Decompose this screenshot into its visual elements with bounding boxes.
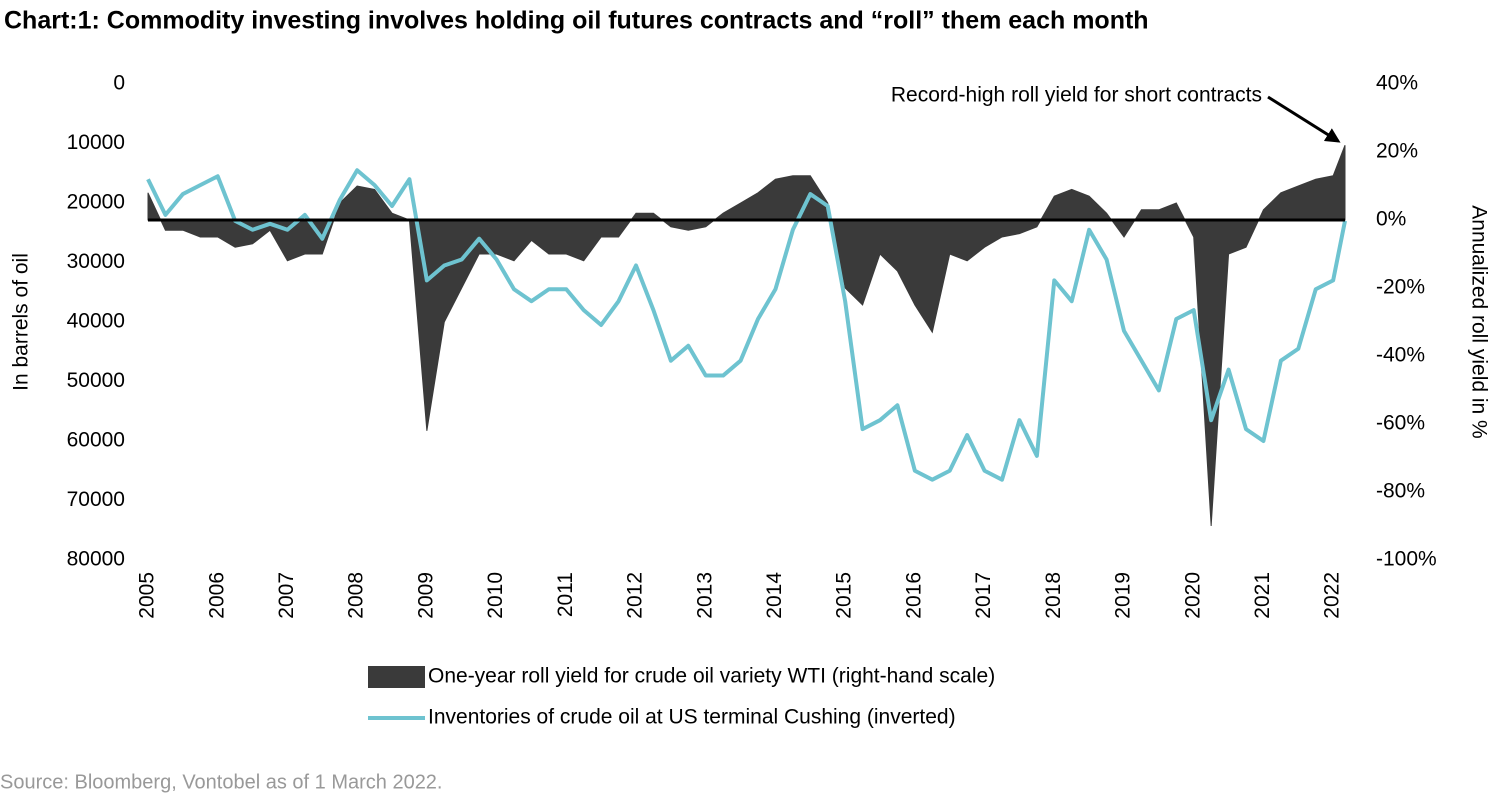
y-tick-label: 30000: [67, 250, 125, 273]
x-tick-label: 2011: [554, 572, 577, 617]
x-tick-label: 2012: [624, 572, 647, 619]
y-tick-label: 10000: [67, 131, 125, 154]
y2-tick-label: 40%: [1376, 72, 1418, 95]
annotation: Record-high roll yield for short contrac…: [891, 84, 1262, 107]
y2-axis-label: Annualized roll yield in %: [1467, 205, 1490, 438]
y-tick-label: 20000: [67, 191, 125, 214]
legend-swatch: [368, 666, 425, 688]
x-tick-label: 2008: [345, 572, 368, 619]
x-tick-label: 2022: [1321, 572, 1344, 619]
x-tick-label: 2014: [763, 572, 786, 619]
y-tick-label: 80000: [67, 548, 125, 571]
chart-title: Chart:1: Commodity investing involves ho…: [4, 7, 1149, 35]
x-tick-label: 2007: [275, 572, 298, 619]
inventory-line: [146, 168, 1347, 482]
legend-label: Inventories of crude oil at US terminal …: [428, 706, 956, 729]
x-tick-label: 2021: [1251, 572, 1274, 619]
roll-yield-area: [147, 145, 1346, 527]
y2-tick-label: -100%: [1376, 548, 1437, 571]
x-tick-label: 2019: [1112, 572, 1135, 619]
source: Source: Bloomberg, Vontobel as of 1 Marc…: [0, 771, 443, 793]
y-tick-label: 0: [113, 72, 125, 95]
x-tick-label: 2020: [1181, 572, 1204, 619]
legend-label: One-year roll yield for crude oil variet…: [428, 665, 995, 688]
x-tick-label: 2018: [1042, 572, 1065, 619]
y-tick-label: 70000: [67, 488, 125, 511]
x-tick-label: 2006: [205, 572, 228, 619]
x-tick-label: 2017: [972, 572, 995, 619]
y2-tick-label: 0%: [1376, 208, 1406, 231]
x-tick-label: 2015: [833, 572, 856, 619]
annotation-arrow: [1267, 95, 1341, 143]
y2-tick-label: -40%: [1376, 344, 1425, 367]
y-axis-label: In barrels of oil: [10, 253, 33, 391]
x-tick-label: 2010: [484, 572, 507, 619]
y2-tick-label: 20%: [1376, 140, 1418, 163]
y-tick-label: 50000: [67, 369, 125, 392]
y-tick-label: 60000: [67, 429, 125, 452]
y2-tick-label: -60%: [1376, 412, 1425, 435]
x-tick-label: 2009: [414, 572, 437, 619]
x-tick-label: 2005: [136, 572, 159, 619]
x-tick-label: 2013: [693, 572, 716, 619]
y-tick-label: 40000: [67, 310, 125, 333]
y2-tick-label: -20%: [1376, 276, 1425, 299]
y2-tick-label: -80%: [1376, 480, 1425, 503]
x-tick-label: 2016: [902, 572, 925, 619]
